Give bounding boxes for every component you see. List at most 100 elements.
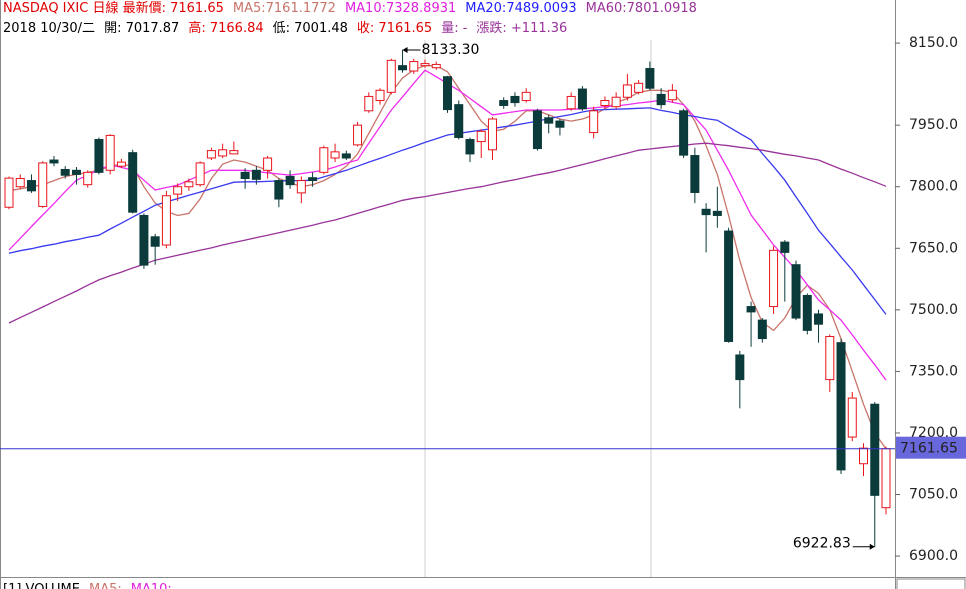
- y-tick-label: 7050.0: [909, 487, 958, 503]
- y-tick-label: 7350.0: [909, 363, 958, 379]
- candle-body: [679, 110, 689, 156]
- info-line: NASDAQ IXIC 日線 最新價: 7161.65 MA5:7161.1772…: [3, 0, 697, 16]
- info-item: 漲跌: +111.36: [476, 20, 567, 36]
- candle-body: [15, 178, 25, 188]
- candle-body: [139, 214, 149, 266]
- candle-body: [386, 59, 396, 93]
- info-item: MA20:7489.0093: [465, 1, 576, 16]
- candle-body: [26, 180, 36, 192]
- candle-body: [465, 139, 475, 155]
- candle-body: [308, 177, 318, 182]
- candle-body: [555, 120, 565, 128]
- info-item: MA10:7328.8931: [345, 1, 456, 16]
- candle-body: [353, 124, 363, 146]
- y-tick-label: 7800.0: [909, 179, 958, 195]
- candle-body: [38, 162, 48, 207]
- candle-body: [150, 236, 160, 247]
- candle-body: [375, 89, 385, 102]
- candle-body: [454, 104, 464, 138]
- candle-body: [330, 151, 340, 159]
- info-item: 量: -: [441, 21, 468, 36]
- candle-body: [859, 447, 869, 465]
- info-item: MA60:7801.0918: [586, 1, 697, 16]
- candle-body: [645, 68, 655, 89]
- max-label: 8133.30: [422, 42, 480, 58]
- candle-body: [195, 162, 205, 186]
- candle-body: [83, 171, 93, 186]
- info-item: 開: 7017.87: [104, 21, 179, 36]
- info-line: 2018 10/30/二 開: 7017.87 高: 7166.84 低: 7001.…: [3, 20, 567, 36]
- candle-body: [229, 150, 239, 155]
- candle-body: [398, 65, 408, 71]
- info-item: [1] VOLUME: [3, 582, 80, 589]
- candle-body: [634, 82, 644, 93]
- candle-body: [746, 306, 756, 313]
- info-item: 2018 10/30/二: [3, 21, 95, 36]
- candle-body: [870, 403, 880, 496]
- candle-body: [116, 161, 126, 167]
- candle-body: [251, 169, 261, 180]
- candle-body: [173, 186, 183, 195]
- candle-body: [510, 95, 520, 104]
- candle-body: [94, 139, 104, 173]
- candle-body: [735, 354, 745, 381]
- min-arrowhead: [869, 543, 875, 550]
- last-price-box: [896, 436, 966, 459]
- candle-body: [600, 100, 610, 106]
- ma-line: [8, 107, 887, 315]
- candle-body: [566, 95, 576, 110]
- candle-body: [499, 100, 509, 106]
- candle-body: [206, 150, 216, 159]
- min-label: 6922.83: [793, 536, 851, 552]
- candle-body: [161, 195, 171, 246]
- info-item: 低: 7001.48: [273, 21, 348, 36]
- candle-body: [521, 91, 531, 102]
- y-tick-label: 7950.0: [909, 117, 958, 133]
- candle-body: [577, 88, 587, 110]
- y-tick-label: 7500.0: [909, 302, 958, 318]
- candle-body: [487, 118, 497, 151]
- info-item: 高: 7166.84: [188, 20, 263, 36]
- candle-body: [184, 181, 194, 188]
- candle-body: [532, 110, 542, 150]
- candle-body: [4, 177, 14, 208]
- candle-body: [285, 175, 295, 186]
- candle-body: [802, 294, 812, 331]
- candle-body: [544, 117, 554, 124]
- candle-body: [881, 448, 891, 509]
- candle-body: [296, 180, 306, 194]
- candle-body: [836, 342, 846, 471]
- candle-body: [667, 89, 677, 101]
- y-tick-label: 7650.0: [909, 240, 958, 256]
- candle-body: [476, 130, 486, 143]
- candle-body: [589, 110, 599, 134]
- last-price-label: 7161.65: [900, 441, 958, 457]
- candle-body: [60, 168, 70, 176]
- volume-axis-box: [896, 578, 966, 589]
- candle-body: [757, 319, 767, 340]
- candle-body: [443, 76, 452, 111]
- candle-body: [431, 63, 441, 69]
- candle-body: [656, 93, 666, 106]
- y-tick-label: 8150.0: [909, 35, 958, 51]
- info-item: NASDAQ IXIC 日線 最新價: 7161.65: [3, 0, 224, 16]
- candle-body: [701, 208, 711, 216]
- candle-body: [690, 155, 700, 193]
- candle-body: [274, 180, 284, 200]
- candle-body: [769, 249, 779, 308]
- y-tick-label: 6900.0: [909, 548, 958, 564]
- candle-body: [128, 152, 138, 213]
- ma-line: [8, 65, 887, 450]
- info-item: 收: 7161.65: [357, 21, 432, 36]
- candle-body: [724, 230, 734, 342]
- volume-header: [1] VOLUME MA5: MA10:: [3, 582, 172, 589]
- candle-body: [364, 95, 374, 112]
- candle-body: [240, 171, 250, 180]
- max-arrowhead: [402, 46, 408, 53]
- candle-body: [791, 264, 801, 319]
- candle-body: [622, 84, 632, 98]
- candle-body: [814, 313, 824, 325]
- candle-body: [218, 149, 228, 157]
- candle-body: [409, 61, 419, 72]
